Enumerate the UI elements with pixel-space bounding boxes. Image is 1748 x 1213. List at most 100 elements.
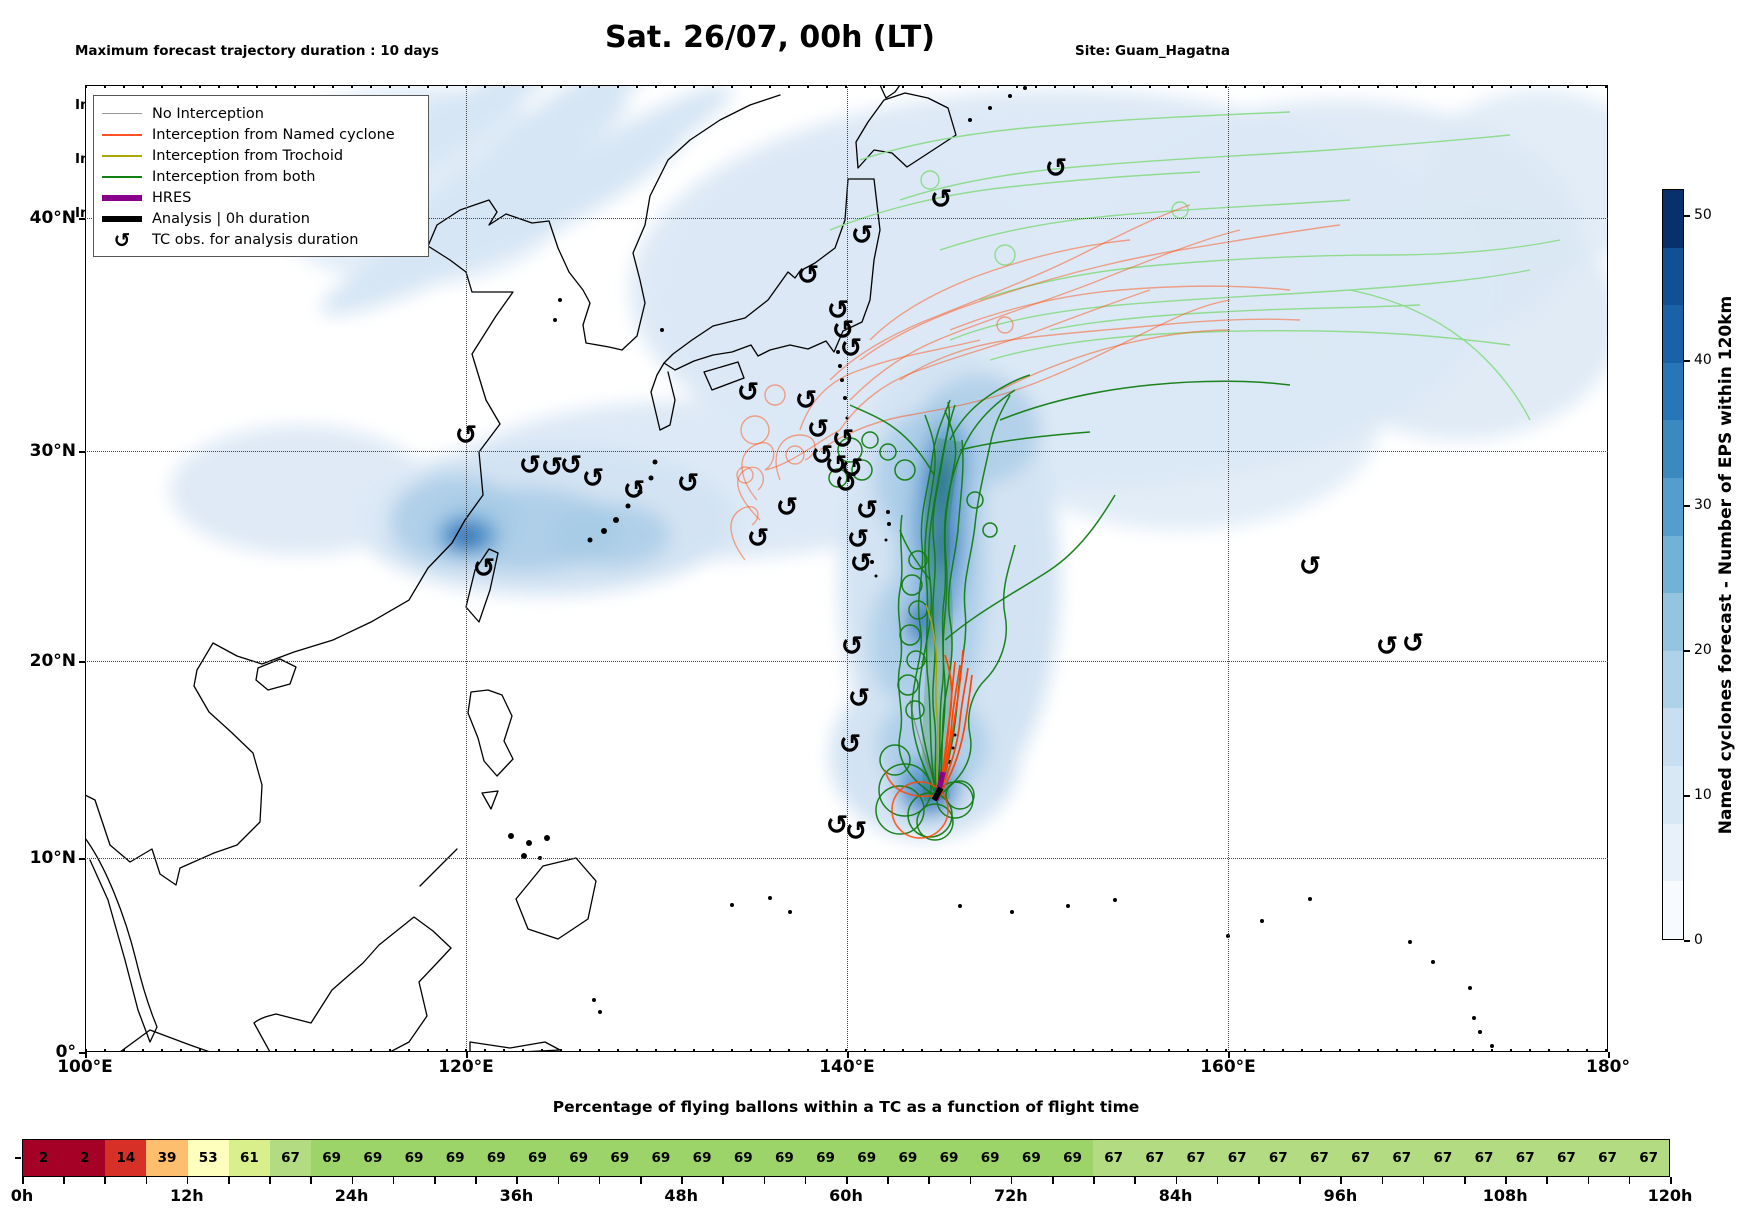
strip-cell-value: 69 — [363, 1150, 383, 1166]
strip-tick-mark — [186, 1177, 189, 1184]
tc-obs-symbol: ↺ — [806, 413, 830, 445]
tc-obs-symbol: ↺ — [1375, 630, 1399, 662]
strip-cell-value: 67 — [1104, 1150, 1124, 1166]
strip-hour-label: 72h — [993, 1186, 1028, 1205]
strip-cell: 69 — [846, 1140, 888, 1176]
strip-cell: 61 — [228, 1140, 270, 1176]
strip-tick-mark — [1587, 1177, 1590, 1184]
tc-obs-symbol: ↺ — [844, 815, 868, 847]
colorbar-tick-mark — [1684, 650, 1690, 652]
map-legend: No Interception Interception from Named c… — [93, 95, 429, 257]
colorbar-tick-label: 40 — [1694, 352, 1712, 368]
minor-ticks-bottom — [85, 1049, 1608, 1052]
gridline-vertical — [466, 85, 467, 1052]
colorbar-step — [1663, 650, 1683, 709]
y-tick-label: 20°N — [29, 651, 76, 671]
strip-cell: 69 — [516, 1140, 559, 1176]
strip-tick-mark — [1052, 1177, 1054, 1184]
legend-item-label: Interception from Trochoid — [152, 147, 344, 164]
strip-cell: 67 — [1545, 1140, 1587, 1176]
x-tick-label: 140°E — [819, 1057, 875, 1077]
tc-obs-symbol: ↺ — [796, 259, 820, 291]
strip-cell-value: 69 — [857, 1150, 877, 1166]
gridline-vertical — [847, 85, 848, 1052]
tc-obs-symbol: ↺ — [746, 522, 770, 554]
strip-cell-value: 69 — [404, 1150, 424, 1166]
tc-obs-symbol: ↺ — [472, 552, 496, 584]
tc-obs-symbol: ↺ — [454, 419, 478, 451]
gridline-horizontal — [85, 218, 1608, 219]
strip-cell-value: 67 — [1433, 1150, 1453, 1166]
trajectories-light-green — [829, 111, 1561, 421]
y-tick-mark — [79, 1052, 85, 1054]
y-tick-label: 40°N — [29, 208, 76, 228]
strip-cell-value: 69 — [1063, 1150, 1082, 1166]
strip-cell: 67 — [1340, 1140, 1382, 1176]
strip-tick-mark — [1546, 1177, 1548, 1184]
tc-obs-symbol: ↺ — [840, 630, 864, 662]
strip-cell: 67 — [1134, 1140, 1176, 1176]
strip-cell: 69 — [393, 1140, 435, 1176]
strip-cell-value: 39 — [157, 1150, 177, 1166]
legend-line — [102, 215, 142, 222]
eps-density-shading — [170, 86, 1607, 840]
strip-cell: 69 — [558, 1140, 600, 1176]
tc-obs-symbol: ↺ — [518, 449, 542, 481]
colorbar-tick-label: 50 — [1694, 207, 1712, 223]
legend-item-label: No Interception — [152, 105, 264, 122]
tc-obs-symbol: ↺ — [846, 523, 870, 555]
y-tick-mark — [79, 661, 85, 663]
strip-cell: 53 — [187, 1140, 229, 1176]
colorbar-tick-mark — [1684, 215, 1690, 217]
strip-cell-value: 69 — [486, 1150, 506, 1166]
tc-obs-legend-icon: ↺ — [113, 227, 131, 252]
x-tick-mark — [1608, 1052, 1610, 1058]
strip-tick-mark — [228, 1177, 230, 1184]
strip-cell-value: 69 — [322, 1150, 342, 1166]
tc-obs-symbol: ↺ — [1044, 152, 1068, 184]
strip-tick-mark — [1010, 1177, 1013, 1184]
strip-cell: 67 — [1093, 1140, 1135, 1176]
strip-cell-value: 69 — [610, 1150, 630, 1166]
strip-tick-mark — [1628, 1177, 1631, 1184]
strip-cell: 69 — [352, 1140, 394, 1176]
colorbar-tick-label: 20 — [1694, 642, 1712, 658]
strip-cell-value: 61 — [239, 1150, 259, 1166]
tc-obs-symbol: ↺ — [736, 376, 760, 408]
strip-tick-mark — [63, 1177, 65, 1184]
tc-obs-symbol: ↺ — [831, 314, 855, 346]
legend-line — [102, 112, 142, 115]
strip-tick-mark — [104, 1177, 106, 1184]
x-tick-label: 160°E — [1200, 1057, 1256, 1077]
strip-cell-value: 69 — [980, 1150, 1000, 1166]
colorbar-tick-mark — [1684, 360, 1690, 362]
tc-obs-symbol: ↺ — [794, 384, 818, 416]
legend-item: ↺ TC obs. for analysis duration — [102, 227, 418, 252]
y-tick-mark — [79, 451, 85, 453]
strip-cell: 69 — [599, 1140, 641, 1176]
strip-tick-mark — [1216, 1177, 1219, 1184]
strip-cell-value: 69 — [528, 1150, 547, 1166]
strip-cell: 69 — [722, 1140, 764, 1176]
strip-tick-mark — [1340, 1177, 1342, 1184]
colorbar-tick-label: 0 — [1694, 932, 1703, 948]
strip-hour-label: 12h — [169, 1186, 204, 1205]
legend-line — [102, 194, 142, 201]
strip-cell: 67 — [1463, 1140, 1505, 1176]
strip-hour-label: 24h — [334, 1186, 369, 1205]
legend-line — [102, 133, 142, 136]
strip-cell-value: 67 — [1145, 1150, 1165, 1166]
y-tick-mark — [79, 218, 85, 220]
trajectories-named-cyclone — [730, 204, 1341, 561]
strip-cell: 69 — [311, 1140, 353, 1176]
gridline-horizontal — [85, 858, 1608, 859]
strip-tick-mark — [516, 1177, 518, 1184]
strip-tick-mark — [22, 1177, 24, 1184]
strip-cell: 67 — [1257, 1140, 1299, 1176]
legend-line-sample — [102, 133, 142, 136]
strip-tick-mark — [1175, 1177, 1178, 1184]
tc-obs-symbol: ↺ — [540, 451, 564, 483]
strip-cell-value: 2 — [38, 1150, 49, 1166]
strip-cell: 67 — [1422, 1140, 1464, 1176]
